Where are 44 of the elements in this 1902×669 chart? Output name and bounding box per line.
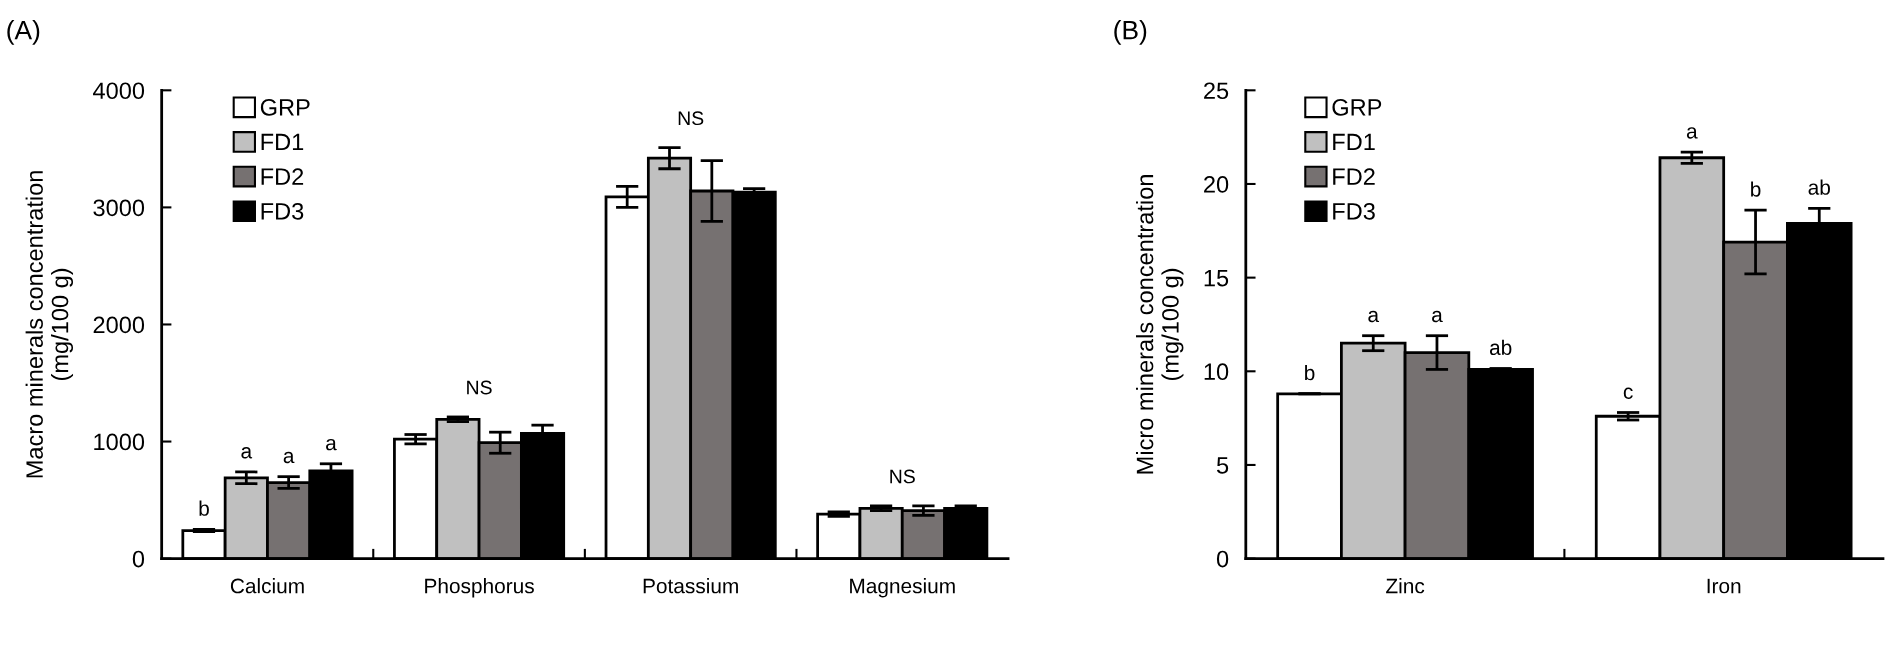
y-tick-label: 10 — [1204, 363, 1229, 381]
annotation: NS — [678, 111, 704, 126]
chart-title: (B) — [1114, 20, 1147, 45]
data-label: a — [326, 438, 337, 451]
x-tick-label: Potassium — [643, 578, 738, 594]
data-label: a — [241, 447, 253, 459]
legend-label: FD1 — [1333, 133, 1375, 151]
data-label: a — [1368, 310, 1380, 323]
y-tick-label: 1000 — [94, 433, 145, 451]
y-tick-label: 20 — [1204, 176, 1229, 193]
data-label: ab — [1808, 179, 1830, 195]
annotation: NS — [890, 469, 915, 484]
legend-label: FD2 — [1333, 168, 1375, 185]
data-label: b — [199, 500, 209, 516]
y-axis-title: Macro minerals concentration (mg/100 g) — [25, 171, 74, 478]
y-tick-label: 15 — [1204, 269, 1229, 287]
x-tick-label: Iron — [1707, 578, 1741, 594]
annotation: NS — [467, 380, 492, 395]
y-tick-label: 25 — [1204, 82, 1229, 100]
y-tick-label: 3000 — [93, 199, 145, 217]
x-tick-label: Calcium — [230, 578, 304, 594]
legend-label: FD3 — [261, 202, 304, 220]
data-label: ab — [1489, 339, 1512, 355]
legend-label: GRP — [1332, 98, 1382, 116]
data-label: b — [1305, 364, 1315, 381]
x-tick-label: Zinc — [1386, 578, 1425, 594]
legend-label: FD3 — [1333, 202, 1375, 220]
data-label: a — [283, 451, 295, 464]
data-label: a — [1432, 310, 1443, 323]
data-label: b — [1751, 181, 1761, 197]
y-tick-label: 0 — [132, 550, 145, 568]
chart-title: (A) — [7, 20, 40, 45]
data-label: c — [1623, 387, 1633, 400]
y-tick-label: 0 — [1216, 550, 1229, 568]
legend-label: GRP — [260, 98, 310, 116]
legend-label: FD1 — [261, 133, 304, 151]
x-tick-label: Magnesium — [850, 578, 955, 598]
legend-label: FD2 — [261, 168, 304, 185]
y-axis-title: Micro minerals concentration (mg/100 g) — [1136, 175, 1184, 474]
y-tick-label: 4000 — [93, 82, 145, 100]
y-tick-label: 5 — [1216, 457, 1229, 474]
y-tick-label: 2000 — [93, 316, 145, 334]
x-tick-label: Phosphorus — [425, 578, 534, 598]
data-label: a — [1686, 127, 1698, 139]
